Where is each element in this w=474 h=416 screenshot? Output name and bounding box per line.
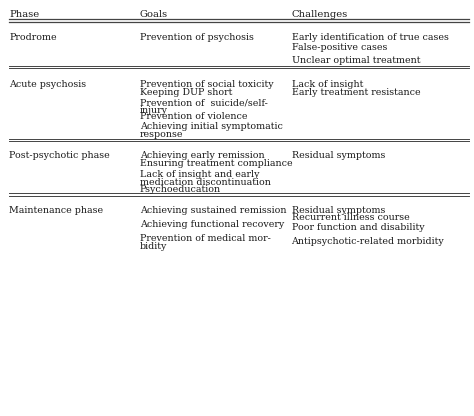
- Text: injury: injury: [140, 106, 168, 115]
- Text: Unclear optimal treatment: Unclear optimal treatment: [292, 56, 420, 65]
- Text: medication discontinuation: medication discontinuation: [140, 178, 271, 187]
- Text: Psychoeducation: Psychoeducation: [140, 185, 221, 194]
- Text: response: response: [140, 130, 183, 139]
- Text: Achieving early remission: Achieving early remission: [140, 151, 264, 161]
- Text: bidity: bidity: [140, 242, 167, 251]
- Text: Early treatment resistance: Early treatment resistance: [292, 88, 420, 97]
- Text: Recurrent illness course: Recurrent illness course: [292, 213, 409, 222]
- Text: Prevention of violence: Prevention of violence: [140, 112, 247, 121]
- Text: Post-psychotic phase: Post-psychotic phase: [9, 151, 110, 161]
- Text: Phase: Phase: [9, 10, 40, 20]
- Text: Achieving functional recovery: Achieving functional recovery: [140, 220, 284, 229]
- Text: Challenges: Challenges: [292, 10, 348, 20]
- Text: Goals: Goals: [140, 10, 168, 20]
- Text: Poor function and disability: Poor function and disability: [292, 223, 424, 233]
- Text: Prevention of psychosis: Prevention of psychosis: [140, 33, 254, 42]
- Text: Antipsychotic-related morbidity: Antipsychotic-related morbidity: [292, 237, 444, 246]
- Text: Residual symptoms: Residual symptoms: [292, 151, 385, 161]
- Text: Lack of insight: Lack of insight: [292, 80, 363, 89]
- Text: Acute psychosis: Acute psychosis: [9, 80, 87, 89]
- Text: Prevention of social toxicity: Prevention of social toxicity: [140, 80, 273, 89]
- Text: Prevention of medical mor-: Prevention of medical mor-: [140, 234, 271, 243]
- Text: Achieving sustained remission: Achieving sustained remission: [140, 206, 286, 215]
- Text: Prevention of  suicide/self-: Prevention of suicide/self-: [140, 98, 268, 107]
- Text: Ensuring treatment compliance: Ensuring treatment compliance: [140, 159, 292, 168]
- Text: Maintenance phase: Maintenance phase: [9, 206, 104, 215]
- Text: Lack of insight and early: Lack of insight and early: [140, 170, 259, 179]
- Text: Keeping DUP short: Keeping DUP short: [140, 88, 232, 97]
- Text: Prodrome: Prodrome: [9, 33, 57, 42]
- Text: False-positive cases: False-positive cases: [292, 43, 387, 52]
- Text: Residual symptoms: Residual symptoms: [292, 206, 385, 215]
- Text: Achieving initial symptomatic: Achieving initial symptomatic: [140, 122, 283, 131]
- Text: Early identification of true cases: Early identification of true cases: [292, 33, 448, 42]
